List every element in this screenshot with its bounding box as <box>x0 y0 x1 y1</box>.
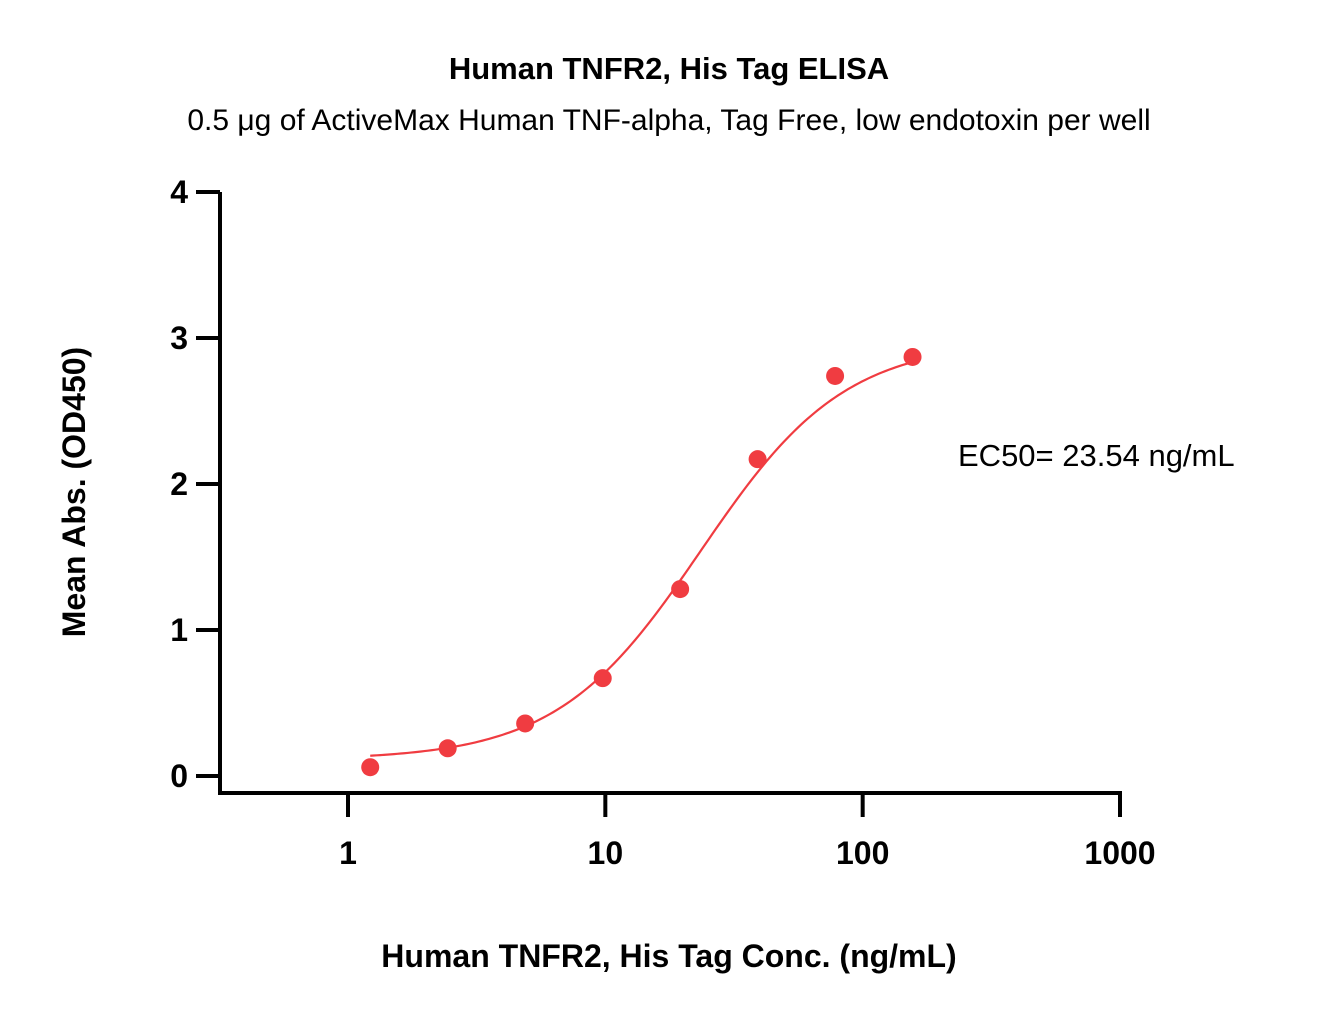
data-point <box>361 758 380 777</box>
y-tick-label: 0 <box>170 758 188 794</box>
y-tick-label: 2 <box>170 466 188 502</box>
data-point <box>438 739 457 758</box>
ec50-annotation: EC50= 23.54 ng/mL <box>958 438 1235 473</box>
data-point <box>516 714 535 733</box>
data-point <box>826 366 845 385</box>
data-point <box>903 347 922 366</box>
x-tick-label: 1 <box>339 835 357 871</box>
x-tick-label: 10 <box>588 835 624 871</box>
y-tick-label: 3 <box>170 320 188 356</box>
chart-subtitle: 0.5 μg of ActiveMax Human TNF-alpha, Tag… <box>187 104 1150 137</box>
y-axis-title: Mean Abs. (OD450) <box>56 347 92 637</box>
fit-curve <box>370 361 913 757</box>
chart-title: Human TNFR2, His Tag ELISA <box>449 51 889 86</box>
data-point <box>671 580 690 599</box>
data-point <box>748 450 767 469</box>
x-tick-label: 100 <box>836 835 889 871</box>
x-axis: 1 10 100 1000 <box>218 791 1156 871</box>
y-tick-label: 1 <box>170 612 188 648</box>
x-axis-title: Human TNFR2, His Tag Conc. (ng/mL) <box>381 938 956 974</box>
plot-area <box>361 347 922 777</box>
x-tick-label: 1000 <box>1084 835 1155 871</box>
y-tick-label: 4 <box>170 174 188 210</box>
data-point <box>593 669 612 688</box>
y-axis: 0 1 2 3 4 <box>170 174 222 795</box>
